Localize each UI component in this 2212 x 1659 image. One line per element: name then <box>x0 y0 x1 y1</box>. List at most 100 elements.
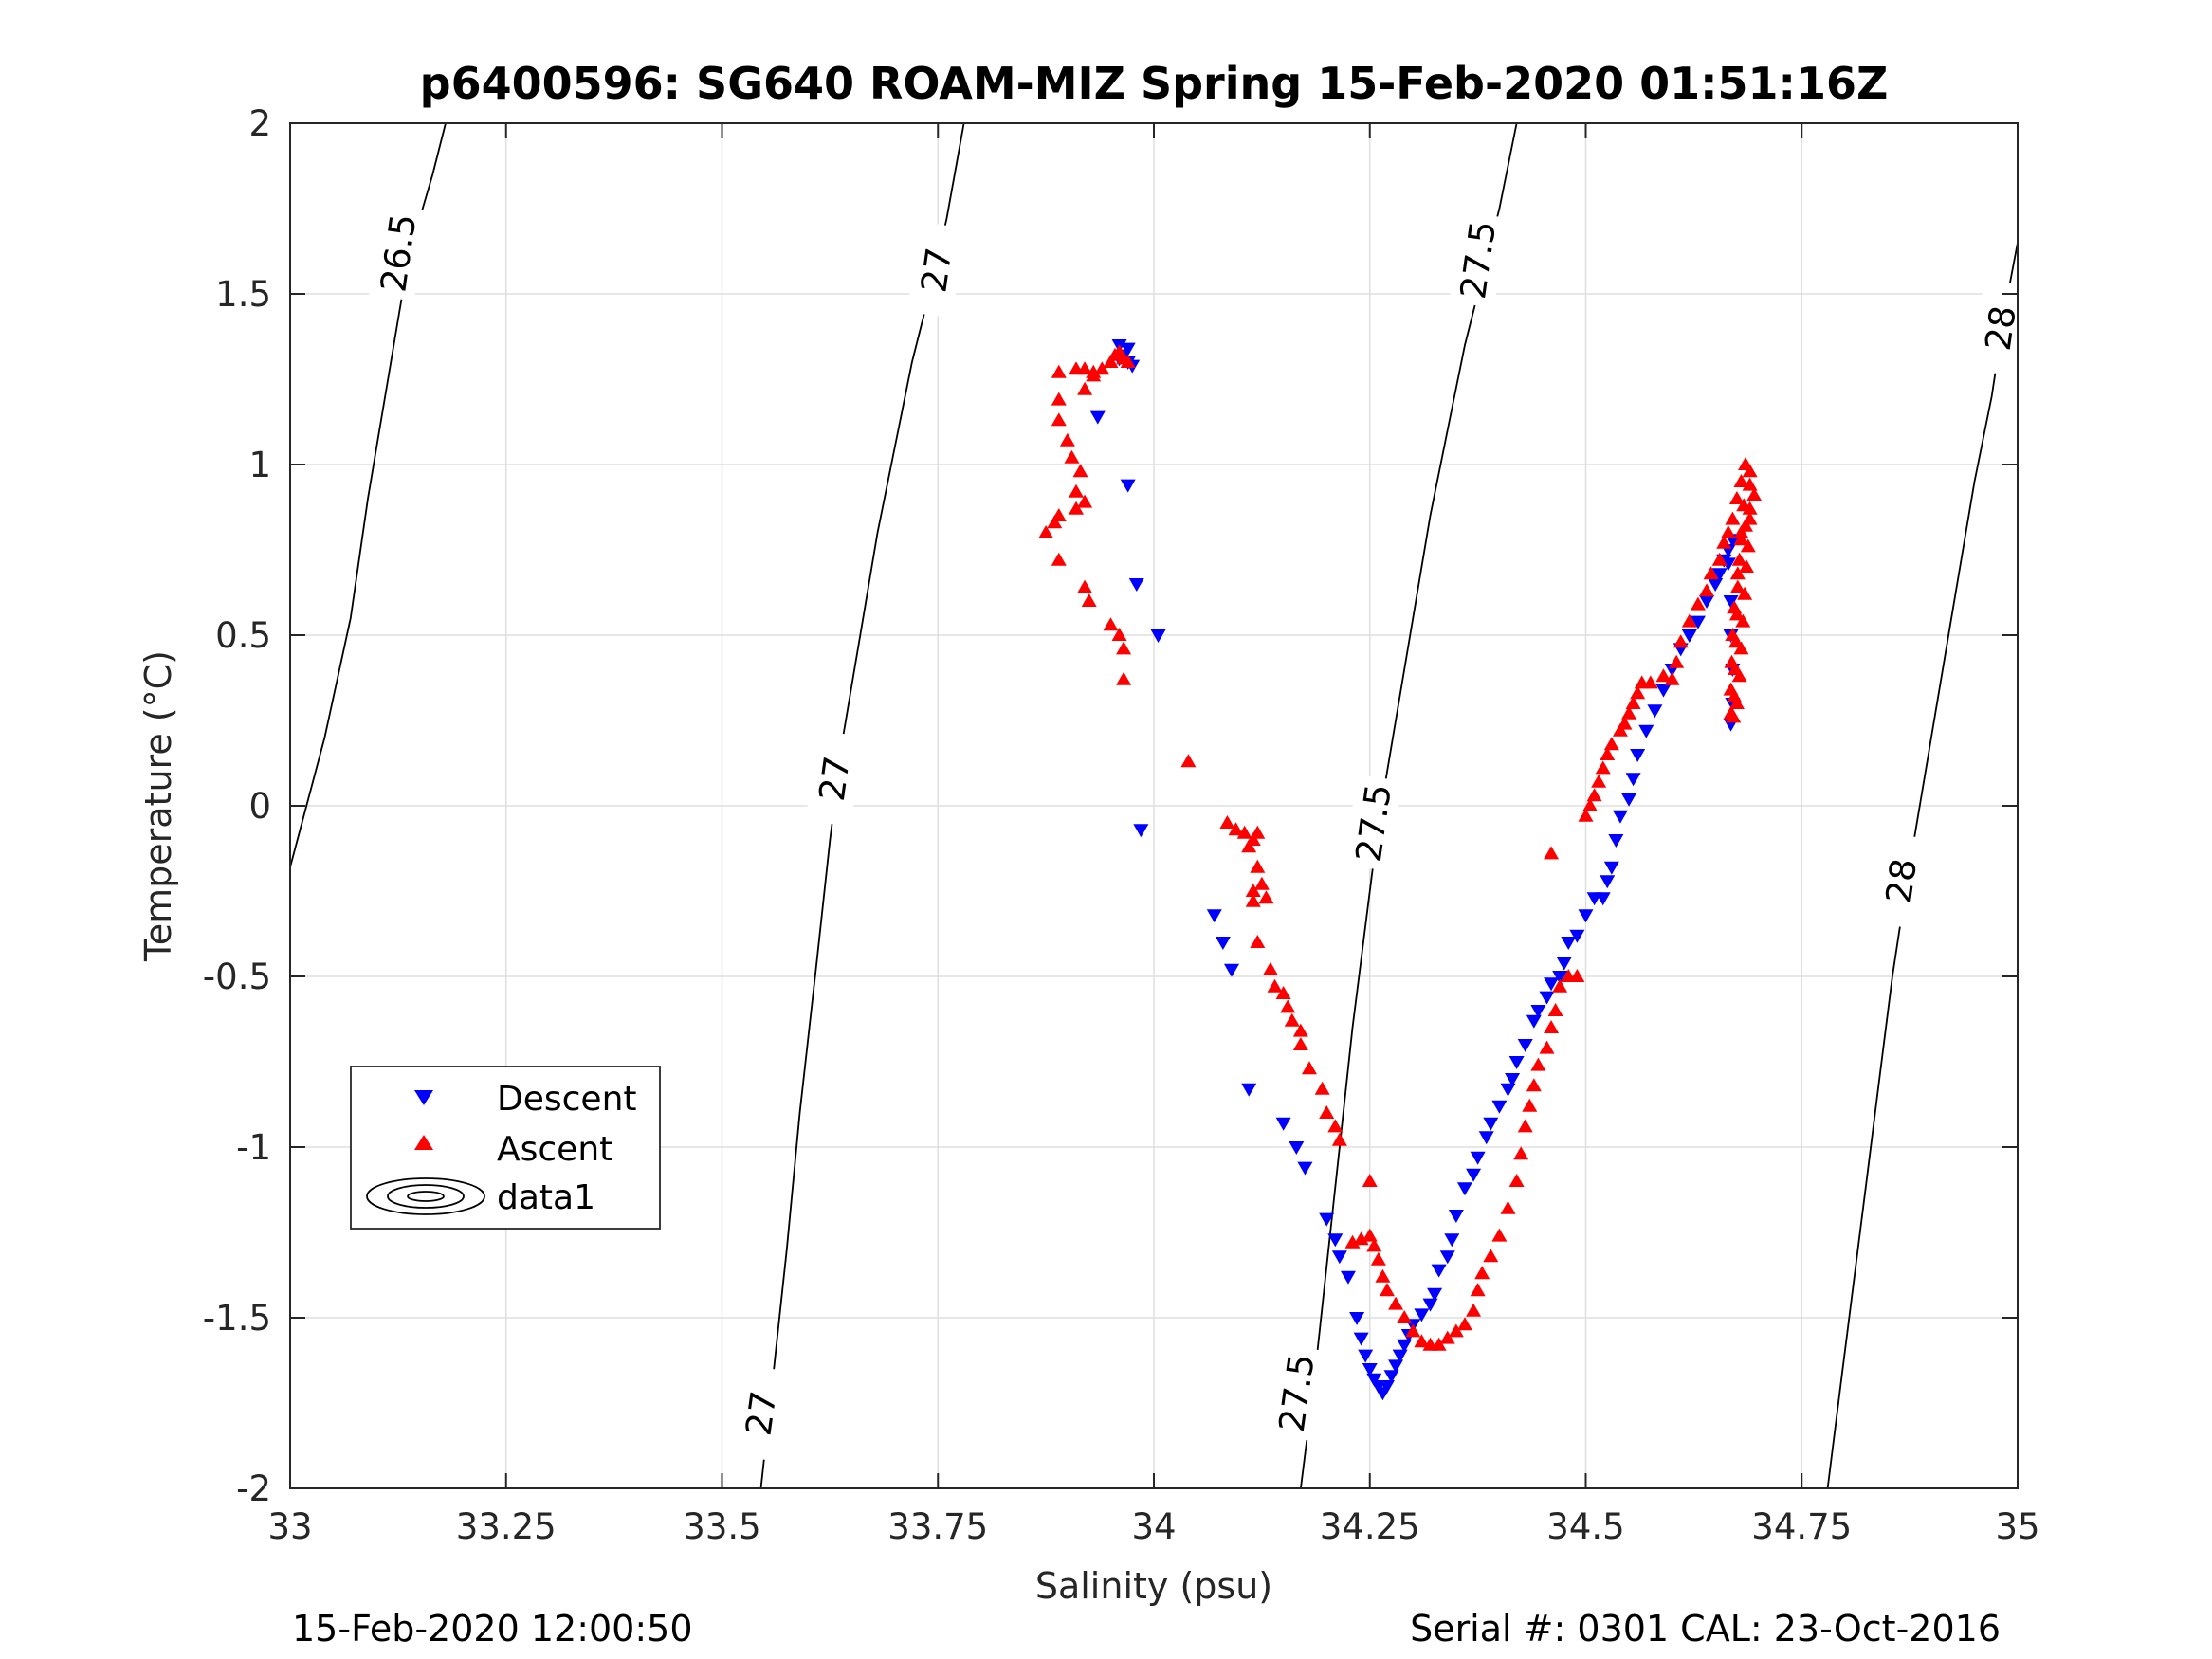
contour-label-bg <box>732 1364 790 1462</box>
y-tick-label: 1 <box>248 445 271 485</box>
ascent-point <box>1728 696 1745 709</box>
descent-point <box>1647 704 1663 719</box>
x-tick-label: 35 <box>1995 1506 2039 1547</box>
contour-label: 28 <box>1978 303 2024 354</box>
ascent-point <box>1544 1020 1560 1033</box>
ascent-point <box>1228 822 1244 836</box>
descent-point <box>1358 1349 1374 1363</box>
ascent-point <box>1724 654 1740 668</box>
ascent-point <box>1051 364 1067 378</box>
descent-point <box>1539 991 1555 1005</box>
descent-point <box>1517 1039 1533 1052</box>
ascent-point <box>1103 617 1119 631</box>
ascent-point <box>1729 579 1746 593</box>
descent-point <box>1544 977 1560 992</box>
ascent-point <box>1250 935 1266 948</box>
descent-point <box>1723 595 1739 609</box>
ascent-point <box>1319 1105 1335 1119</box>
ascent-point <box>1703 566 1719 580</box>
ascent-point <box>1362 1228 1378 1242</box>
descent-point <box>1456 1182 1472 1196</box>
ascent-point <box>1737 586 1753 600</box>
ascent-point <box>1733 474 1749 487</box>
ascent-point <box>1711 552 1728 566</box>
descent-point <box>1708 578 1724 592</box>
descent-point <box>1120 479 1136 493</box>
ascent-point <box>1111 628 1127 641</box>
ascent-point <box>1728 491 1745 504</box>
ascent-point <box>1250 859 1266 873</box>
ascent-point <box>1241 839 1257 853</box>
descent-point <box>1655 684 1672 698</box>
ascent-point <box>1331 1132 1347 1146</box>
ascent-point <box>1051 392 1067 406</box>
ascent-point <box>1673 634 1689 648</box>
ascent-point <box>1077 494 1093 508</box>
ascent-point <box>1630 685 1646 700</box>
descent-point <box>1349 1312 1365 1325</box>
ascent-point <box>1500 1200 1516 1214</box>
descent-point <box>1466 1168 1482 1182</box>
descent-point <box>1289 1141 1305 1155</box>
contour-label-bg <box>1971 280 2030 376</box>
legend-box <box>350 1066 661 1230</box>
ascent-point <box>1051 552 1067 566</box>
y-tick-label: -2 <box>236 1468 271 1509</box>
ascent-point <box>1723 682 1739 696</box>
descent-point <box>1327 1233 1344 1248</box>
descent-point <box>1530 1005 1546 1018</box>
descent-point <box>1483 1117 1499 1131</box>
ascent-point <box>1723 705 1739 720</box>
ascent-point <box>1727 600 1743 614</box>
ascent-point <box>1586 788 1602 802</box>
contour-27: 27 27 27 <box>732 122 965 1489</box>
descent-point <box>1427 1287 1443 1302</box>
ascent-point <box>1292 1037 1308 1050</box>
descent-point <box>1600 875 1616 889</box>
descent-point <box>1595 892 1611 906</box>
descent-point <box>1353 1332 1369 1346</box>
ascent-point <box>1314 1081 1330 1095</box>
ascent-point <box>1219 815 1235 829</box>
ascent-point <box>1474 1266 1490 1280</box>
descent-point <box>1603 861 1619 875</box>
contour-label-bg <box>369 204 428 301</box>
ascent-point <box>1086 368 1102 382</box>
ascent-point <box>1655 668 1672 683</box>
x-tick-label: 34.75 <box>1751 1506 1852 1547</box>
contour-label: 27 <box>913 246 960 296</box>
descent-point <box>1556 957 1572 971</box>
descent-point <box>1275 1117 1291 1131</box>
x-axis-label: Salinity (psu) <box>1035 1565 1272 1607</box>
descent-point <box>1383 1370 1399 1384</box>
contour-label-bg <box>906 221 965 319</box>
ascent-point <box>1077 579 1093 593</box>
ascent-point <box>1526 1078 1542 1092</box>
ascent-point <box>1405 1323 1421 1338</box>
ascent-point <box>1120 355 1136 368</box>
ascent-point <box>1284 1012 1300 1027</box>
ascent-point <box>1582 798 1599 811</box>
ascent-point <box>1729 566 1746 580</box>
ascent-point <box>1077 381 1093 395</box>
ascent-point <box>1733 532 1749 546</box>
ascent-point <box>1344 1234 1361 1249</box>
descent-point <box>1470 1151 1486 1165</box>
ascent-point <box>1547 1003 1563 1016</box>
y-tick-label: 0.5 <box>215 615 271 656</box>
y-axis-label: Temperature (°C) <box>137 650 179 962</box>
descent-point <box>1150 629 1166 643</box>
ascent-point <box>1375 1268 1391 1283</box>
ascent-point <box>1664 671 1680 685</box>
x-tick-label: 33.75 <box>887 1506 988 1547</box>
ascent-point <box>1733 525 1749 538</box>
descent-point <box>1388 1359 1404 1374</box>
x-tick-label: 34.5 <box>1546 1506 1624 1547</box>
descent-point <box>1379 1380 1395 1394</box>
ascent-point <box>1716 535 1732 549</box>
ascent-point <box>1069 483 1085 498</box>
ascent-point <box>1077 361 1093 375</box>
ascent-point <box>1530 1057 1546 1071</box>
y-tick-label: -0.5 <box>203 957 271 997</box>
